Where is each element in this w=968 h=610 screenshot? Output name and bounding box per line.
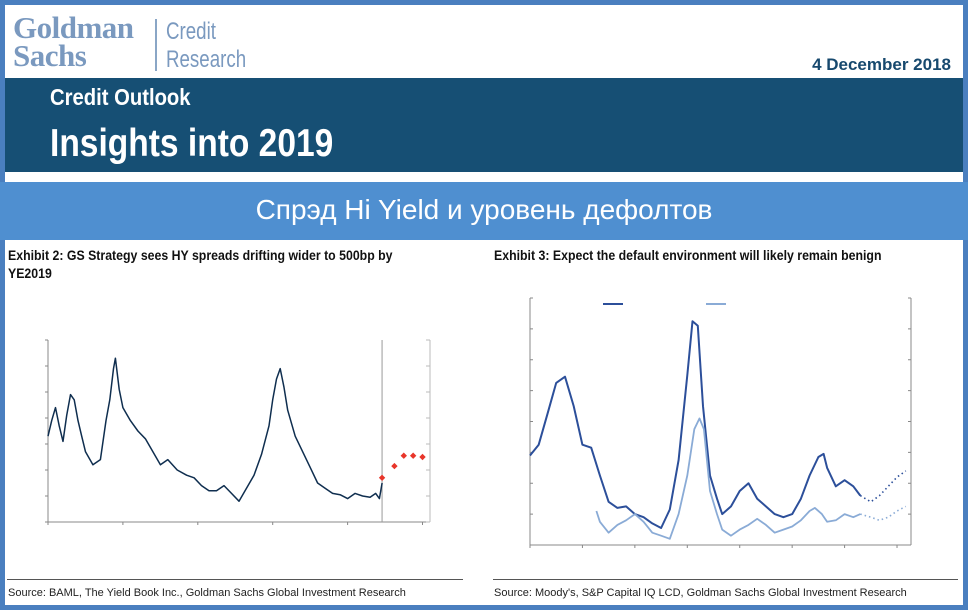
- logo-unit-line2: Research: [166, 46, 247, 73]
- exhibit2-source-rule: [7, 579, 463, 580]
- report-date: 4 December 2018: [812, 55, 951, 74]
- forecast-point-marker: [400, 452, 407, 459]
- exhibit2-title: Exhibit 2: GS Strategy sees HY spreads d…: [8, 246, 393, 282]
- report-banner: Credit Outlook Insights into 2019: [5, 78, 963, 172]
- hy-spread-chart: [45, 339, 431, 525]
- default-rate-chart: [529, 297, 912, 548]
- leveraged-loans-forecast-line: [860, 505, 907, 522]
- banner-title: Insights into 2019: [50, 122, 334, 165]
- leveraged-loans-series-line: [595, 417, 861, 540]
- forecast-point-marker: [378, 474, 386, 481]
- logo-unit-line1: Credit: [166, 18, 216, 45]
- hy-bonds-forecast-line: [859, 470, 907, 503]
- exhibit2-title-line1: Exhibit 2: GS Strategy sees HY spreads d…: [8, 247, 393, 263]
- slide-title-bar: Спрэд Hi Yield и уровень дефолтов: [0, 182, 968, 240]
- credit-research-logo: Credit Research: [166, 18, 246, 74]
- exhibit2-source: Source: BAML, The Yield Book Inc., Goldm…: [8, 587, 406, 599]
- exhibit3-source: Source: Moody's, S&P Capital IQ LCD, Gol…: [494, 587, 907, 599]
- slide-title: Спрэд Hi Yield и уровень дефолтов: [255, 194, 713, 225]
- report-header: Goldman Sachs Credit Research 4 December…: [5, 5, 963, 78]
- goldman-sachs-logo: Goldman Sachs: [13, 10, 134, 73]
- hy-bonds-series-line: [529, 320, 862, 529]
- exhibit3-title: Exhibit 3: Expect the default environmen…: [494, 247, 882, 263]
- exhibit3-source-rule: [493, 579, 958, 580]
- banner-kicker: Credit Outlook: [50, 84, 191, 110]
- logo-line1: Goldman: [13, 10, 134, 45]
- forecast-point-marker: [391, 462, 398, 470]
- hy-spread-series-line: [47, 357, 383, 502]
- forecast-point-marker: [409, 452, 417, 459]
- logo-line2: Sachs: [13, 38, 87, 73]
- forecast-point-marker: [419, 453, 426, 461]
- exhibit2-title-line2: YE2019: [8, 265, 52, 281]
- logo-divider: [155, 19, 157, 71]
